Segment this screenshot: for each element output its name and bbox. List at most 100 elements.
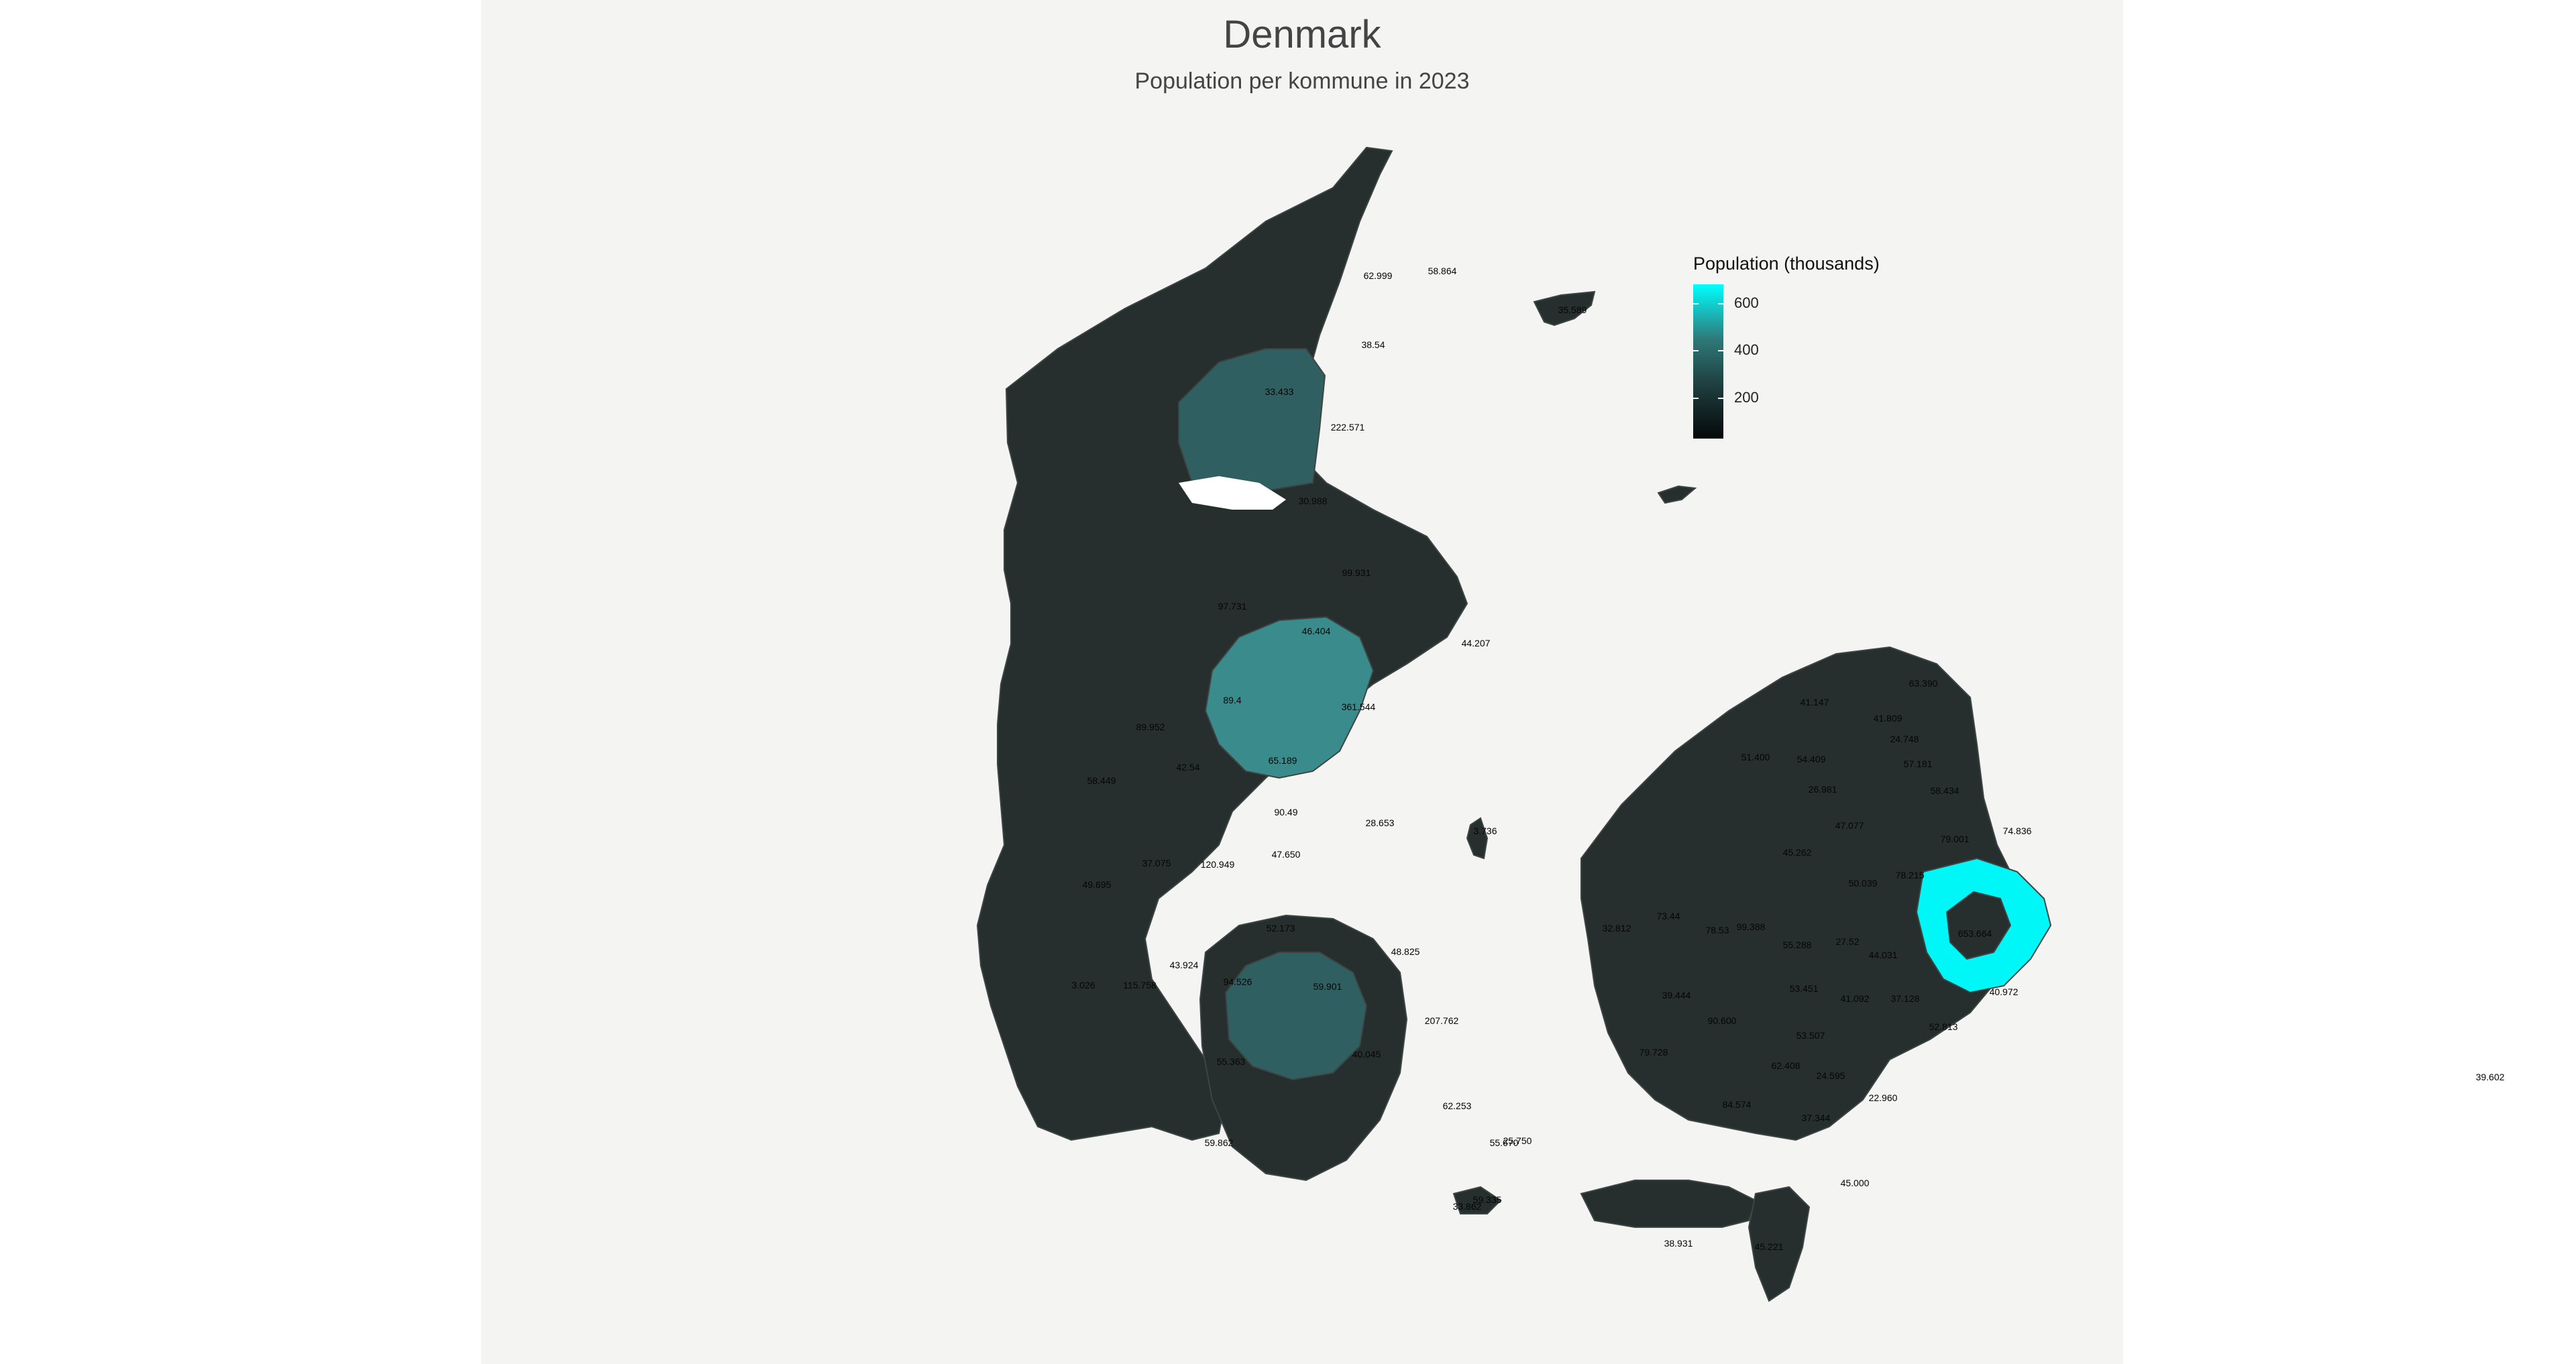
legend-tick-mark [1718, 397, 1723, 399]
value-label: 37.344 [1801, 1113, 1831, 1123]
chart-subtitle: Population per kommune in 2023 [1134, 68, 1470, 94]
value-label: 74.836 [2002, 826, 2032, 836]
value-label: 37.128 [1890, 993, 1920, 1004]
value-label: 63.390 [1909, 678, 1938, 689]
value-label: 49.695 [1082, 879, 1112, 890]
legend-tick-label: 200 [1734, 388, 1759, 406]
region-falster [1748, 1186, 1811, 1302]
value-label: 207.762 [1424, 1015, 1459, 1026]
value-label: 24.748 [1890, 734, 1919, 744]
value-label: 27.52 [1835, 936, 1860, 947]
value-label: 44.031 [1868, 950, 1898, 960]
value-label: 120.949 [1200, 859, 1235, 870]
value-label: 653.664 [1957, 928, 1992, 939]
value-label: 115.758 [1123, 980, 1157, 990]
value-label: 24.595 [1816, 1070, 1845, 1081]
map-panel: Denmark Population per kommune in 2023 [481, 0, 2504, 1364]
region-aalborg [1178, 348, 1326, 498]
value-label: 50.039 [1848, 878, 1878, 889]
value-label: 62.999 [1363, 270, 1393, 281]
value-label: 25.750 [1503, 1135, 1532, 1146]
value-label: 78.53 [1705, 925, 1729, 935]
value-label: 53.451 [1789, 983, 1819, 994]
value-label: 47.077 [1835, 820, 1864, 831]
legend-title: Population (thousands) [1693, 253, 1880, 274]
value-label: 89.952 [1136, 722, 1165, 732]
value-label: 55.363 [1216, 1056, 1246, 1067]
value-label: 62.408 [1771, 1060, 1801, 1071]
limfjord [1179, 476, 1286, 510]
value-label: 46.404 [1301, 626, 1331, 636]
value-label: 65.189 [1268, 755, 1297, 766]
legend-tick-mark [1693, 303, 1699, 305]
value-label: 44.207 [1461, 638, 1491, 648]
legend-tick-mark [1718, 350, 1723, 352]
value-label: 55.288 [1782, 940, 1812, 950]
value-label: 3.026 [1071, 980, 1095, 990]
region-anholt [1657, 485, 1697, 504]
value-label: 62.253 [1442, 1100, 1472, 1111]
region-lolland-falster [1580, 1180, 1757, 1228]
value-label: 41.809 [1873, 713, 1902, 724]
value-label: 58.434 [1930, 785, 1960, 796]
value-label: 45.262 [1782, 847, 1812, 858]
value-label: 39.602 [2475, 1072, 2505, 1082]
value-label: 35.589 [1558, 304, 1587, 315]
value-label: 52.173 [1266, 923, 1295, 933]
value-label: 39.444 [1662, 990, 1691, 1001]
value-label: 55.670 [1489, 1137, 1519, 1148]
value-label: 99.388 [1736, 921, 1766, 932]
legend-tick-mark [1693, 350, 1699, 352]
region-aero [1452, 1186, 1502, 1214]
value-label: 58.449 [1087, 775, 1116, 786]
value-label: 84.574 [1722, 1099, 1752, 1110]
value-label: 59.335 [1472, 1194, 1502, 1205]
value-label: 30.988 [1298, 496, 1328, 506]
value-label: 79.728 [1639, 1047, 1668, 1058]
denmark-map [976, 146, 2052, 1302]
value-label: 41.147 [1800, 697, 1829, 707]
value-label: 222.571 [1330, 422, 1365, 433]
value-label: 53.507 [1796, 1030, 1825, 1041]
legend-tick-label: 400 [1734, 341, 1759, 359]
value-label: 28.653 [1365, 817, 1395, 828]
value-label: 37.075 [1142, 858, 1171, 868]
legend-tick-mark [1718, 303, 1723, 305]
value-label: 94.526 [1223, 976, 1252, 987]
value-label: 73.44 [1656, 911, 1680, 921]
legend-tick-mark [1693, 397, 1699, 399]
chart-title: Denmark [1223, 13, 1381, 56]
value-label: 43.924 [1169, 960, 1199, 970]
value-label: 45.000 [1840, 1178, 1870, 1188]
value-label: 48.825 [1391, 946, 1420, 957]
value-label: 3.736 [1473, 826, 1497, 836]
value-label: 40.045 [1352, 1049, 1381, 1060]
value-label: 38.931 [1664, 1238, 1693, 1249]
value-label: 78.215 [1895, 870, 1925, 880]
region-copenhagen-inner [1945, 891, 2012, 960]
value-label: 47.650 [1271, 849, 1301, 860]
value-label: 32.812 [1602, 923, 1631, 933]
value-label: 99.931 [1342, 567, 1371, 578]
value-label: 89.4 [1223, 695, 1242, 705]
value-label: 97.731 [1218, 601, 1247, 612]
value-label: 40.972 [1989, 986, 2019, 997]
value-label: 51.400 [1741, 752, 1770, 762]
value-label: 90.600 [1707, 1015, 1737, 1026]
value-label: 90.49 [1274, 807, 1298, 817]
value-label: 26.981 [1808, 784, 1837, 795]
region-samso [1466, 817, 1489, 860]
legend-tick-label: 600 [1734, 294, 1759, 312]
value-label: 57.181 [1903, 758, 1933, 769]
value-label: 22.960 [1868, 1092, 1898, 1103]
value-label: 58.864 [1428, 266, 1457, 276]
value-label: 59.901 [1313, 981, 1342, 992]
value-label: 52.813 [1929, 1021, 1958, 1032]
value-label: 33.433 [1265, 386, 1294, 397]
value-label: 33.862 [1452, 1201, 1482, 1212]
value-label: 45.221 [1754, 1241, 1784, 1252]
value-label: 361.544 [1341, 701, 1376, 712]
value-label: 79.001 [1940, 834, 1970, 844]
value-label: 41.092 [1840, 993, 1870, 1004]
region-laeso [1533, 290, 1596, 327]
